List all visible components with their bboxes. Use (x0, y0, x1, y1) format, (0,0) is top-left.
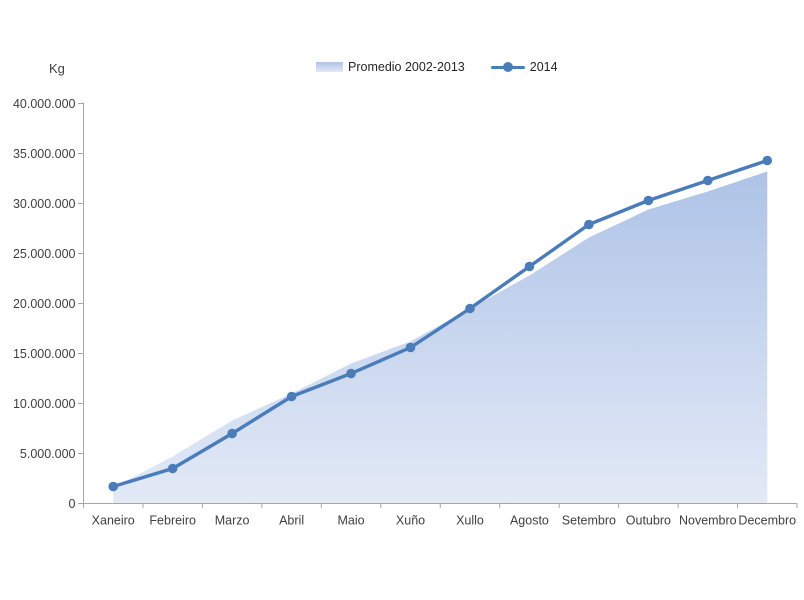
y-tick-label: 25.000.000 (13, 247, 76, 261)
x-tick-label: Decembro (738, 514, 796, 528)
data-point-Abril (286, 391, 297, 402)
area-swatch-icon (316, 62, 343, 72)
data-point-Xaneiro (108, 481, 119, 492)
data-point-Xullo (465, 303, 475, 314)
data-point-Xuño (405, 342, 416, 353)
data-point-Agosto (524, 261, 535, 272)
y-tick-label: 35.000.000 (13, 147, 76, 161)
legend-item-2014: 2014 (490, 60, 558, 74)
y-axis-title: Kg (49, 61, 65, 76)
data-point-Setembro (584, 219, 594, 230)
y-tick-label: 20.000.000 (13, 297, 76, 311)
x-tick-label: Novembro (679, 514, 737, 528)
data-point-Marzo (227, 428, 237, 439)
x-tick-label: Agosto (510, 514, 549, 528)
x-tick-label: Maio (338, 514, 365, 528)
data-point-Outubro (643, 195, 654, 206)
line-marker-swatch-icon (490, 62, 525, 72)
x-tick-label: Marzo (215, 514, 250, 528)
y-tick-label: 5.000.000 (20, 447, 76, 461)
x-tick-label: Febreiro (149, 514, 196, 528)
x-tick-label: Xaneiro (92, 514, 135, 528)
data-point-Decembro (762, 155, 773, 166)
x-tick-label: Setembro (562, 514, 616, 528)
line-swatch-dot (502, 62, 513, 72)
line-series-2014 (111, 158, 769, 489)
x-tick-label: Xullo (456, 514, 484, 528)
y-tick-label: 0 (69, 497, 76, 511)
data-point-Febreiro (167, 463, 178, 474)
legend-item-promedio: Promedio 2002-2013 (316, 60, 465, 74)
y-tick-label: 30.000.000 (13, 197, 76, 211)
area-series-promedio-2002-2013 (113, 171, 768, 504)
x-tick-label: Abril (279, 514, 304, 528)
x-tick-label: Outubro (626, 514, 671, 528)
legend-label-promedio: Promedio 2002-2013 (348, 60, 465, 74)
y-tick-label: 10.000.000 (13, 397, 76, 411)
legend: Promedio 2002-2013 2014 (316, 60, 558, 74)
data-point-Maio (346, 368, 356, 379)
y-tick-label: 40.000.000 (13, 97, 76, 111)
legend-label-2014: 2014 (529, 60, 558, 74)
x-tick-label: Xuño (396, 514, 425, 528)
data-point-Novembro (703, 175, 713, 186)
y-tick-label: 15.000.000 (13, 347, 76, 361)
